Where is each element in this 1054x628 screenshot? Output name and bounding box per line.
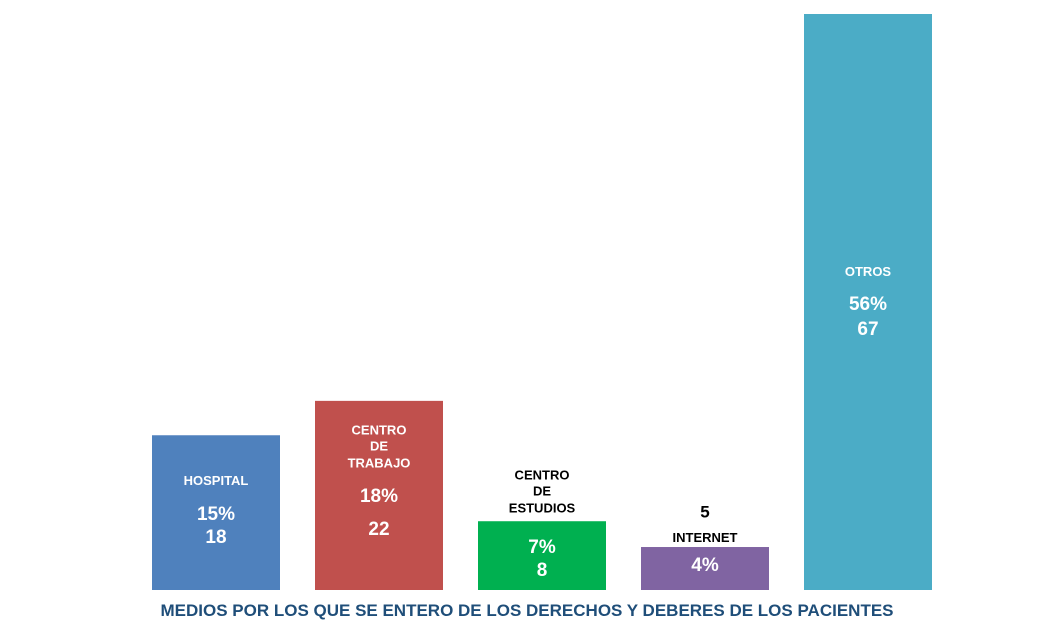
bar	[804, 14, 932, 590]
category-label: CENTRO DE ESTUDIOS	[508, 467, 576, 516]
bar	[641, 547, 769, 590]
percentage-label: 7%	[528, 537, 556, 559]
value-label: 8	[536, 560, 548, 582]
category-label: HOSPITAL	[183, 472, 249, 488]
percentage-label: 15%	[196, 504, 236, 526]
value-label: 67	[857, 319, 879, 341]
percentage-label: 56%	[848, 294, 888, 316]
bar	[315, 400, 443, 590]
chart-title: MEDIOS POR LOS QUE SE ENTERO DE LOS DERE…	[160, 601, 894, 620]
category-label: INTERNET	[672, 529, 738, 545]
percentage-label: 4%	[691, 555, 719, 577]
bar	[478, 521, 606, 590]
bar	[152, 435, 280, 590]
category-label: OTROS	[844, 263, 892, 279]
category-label: CENTRO DE TRABAJO	[347, 422, 411, 471]
value-label: 22	[368, 519, 390, 541]
percentage-label: 18%	[359, 486, 399, 508]
value-label: 5	[700, 502, 710, 522]
value-label: 18	[205, 527, 227, 549]
